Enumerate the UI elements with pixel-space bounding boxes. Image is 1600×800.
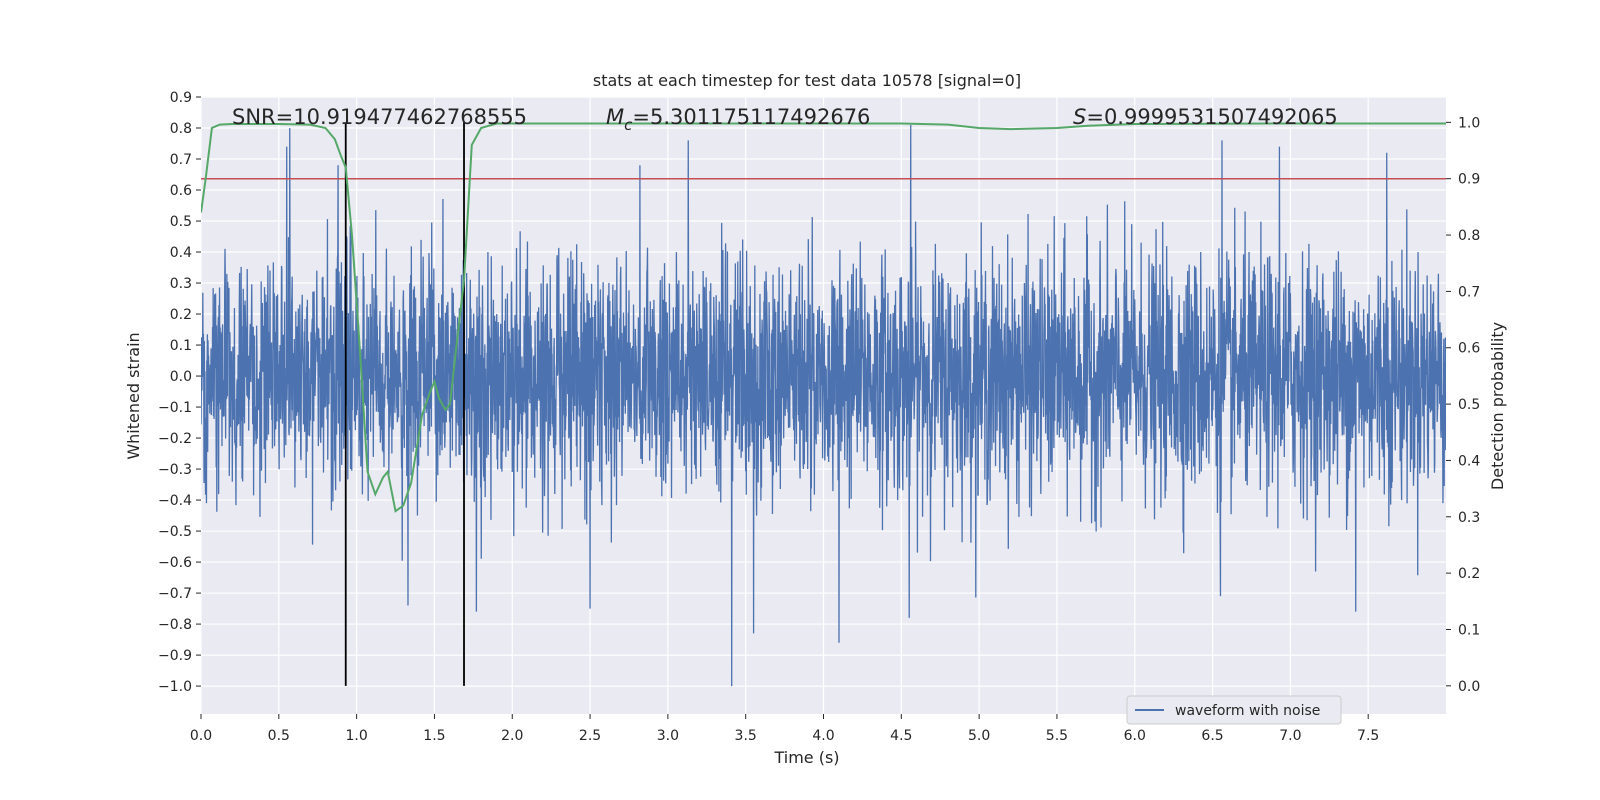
x-tick-label: 4.5: [890, 728, 912, 744]
x-tick-label: 2.5: [579, 728, 601, 744]
y-tick-label: −0.9: [158, 648, 192, 664]
y-axis-ticks: 0.9 0.8 0.7 0.6 0.5 0.4 0.3 0.2 0.1 0.0 −0.1 −0.2 −0…: [158, 90, 201, 695]
y2-axis-label: Detection probability: [1488, 322, 1507, 490]
y-axis-label: Whitened strain: [124, 332, 143, 459]
chirp-mass-value: =5.301175117492676: [632, 105, 870, 129]
y2-tick-label: 0.1: [1458, 622, 1480, 638]
y2-tick-label: 1.0: [1458, 115, 1480, 131]
chirp-mass-symbol: M: [606, 105, 624, 129]
y-tick-label: 0.7: [170, 152, 192, 168]
y-tick-label: 0.8: [170, 121, 192, 137]
x-tick-label: 7.5: [1357, 728, 1379, 744]
x-tick-label: 4.0: [812, 728, 834, 744]
y-tick-label: 0.4: [170, 245, 192, 261]
snr-annotation: SNR=10.919477462768555: [232, 105, 527, 129]
y-tick-label: −0.3: [158, 462, 192, 478]
y-tick-label: −0.1: [158, 400, 192, 416]
x-tick-label: 0.0: [190, 728, 212, 744]
y-tick-label: 0.9: [170, 90, 192, 106]
chart-title: stats at each timestep for test data 105…: [593, 71, 1021, 90]
x-tick-label: 6.5: [1201, 728, 1223, 744]
y-tick-label: −0.6: [158, 555, 192, 571]
y2-tick-label: 0.7: [1458, 284, 1480, 300]
score-value: =0.9999531507492065: [1086, 105, 1337, 129]
y-tick-label: −0.7: [158, 586, 192, 602]
x-tick-label: 0.5: [268, 728, 290, 744]
score-annotation: S=0.9999531507492065: [1073, 105, 1338, 129]
legend: waveform with noise: [1126, 695, 1342, 725]
y-tick-label: 0.0: [170, 369, 192, 385]
y2-tick-label: 0.4: [1458, 453, 1480, 469]
y-tick-label: −0.8: [158, 617, 192, 633]
y-tick-label: 0.2: [170, 307, 192, 323]
chirp-mass-subscript: c: [624, 116, 633, 134]
event-markers: [344, 122, 465, 686]
y-tick-label: 0.6: [170, 183, 192, 199]
legend-box: [1126, 695, 1342, 725]
y2-tick-label: 0.2: [1458, 566, 1480, 582]
y2-tick-label: 0.8: [1458, 228, 1480, 244]
x-tick-label: 3.0: [657, 728, 679, 744]
y2-tick-label: 0.6: [1458, 341, 1480, 357]
x-axis-label: Time (s): [773, 748, 839, 767]
legend-label: waveform with noise: [1175, 703, 1320, 719]
x-tick-label: 6.0: [1124, 728, 1146, 744]
y2-tick-label: 0.5: [1458, 397, 1480, 413]
probability-series: [201, 122, 1446, 513]
y2-axis-ticks: 1.0 0.9 0.8 0.7 0.6 0.5 0.4 0.3 0.2 0.1 0.0: [1446, 115, 1480, 695]
x-tick-label: 1.0: [345, 728, 367, 744]
y2-tick-label: 0.3: [1458, 510, 1480, 526]
x-tick-label: 3.5: [735, 728, 757, 744]
x-tick-label: 5.0: [968, 728, 990, 744]
y-tick-label: −0.2: [158, 431, 192, 447]
y-tick-label: 0.3: [170, 276, 192, 292]
y2-tick-label: 0.9: [1458, 172, 1480, 188]
score-symbol: S: [1073, 105, 1086, 129]
y-tick-label: −1.0: [158, 679, 192, 695]
y-tick-label: 0.5: [170, 214, 192, 230]
x-tick-label: 1.5: [423, 728, 445, 744]
y-tick-label: −0.4: [158, 493, 192, 509]
chirp-mass-annotation: Mc=5.301175117492676: [606, 105, 870, 134]
y-tick-label: −0.5: [158, 524, 192, 540]
x-axis-ticks: 0.0 0.5 1.0 1.5 2.0 2.5 3.0 3.5 4.0 4.5 5.0 5.5 6.0 6…: [190, 714, 1379, 744]
y2-tick-label: 0.0: [1458, 679, 1480, 695]
x-tick-label: 2.0: [501, 728, 523, 744]
x-tick-label: 7.0: [1279, 728, 1301, 744]
waveform-series: [201, 124, 1446, 687]
y-tick-label: 0.1: [170, 338, 192, 354]
x-tick-label: 5.5: [1046, 728, 1068, 744]
